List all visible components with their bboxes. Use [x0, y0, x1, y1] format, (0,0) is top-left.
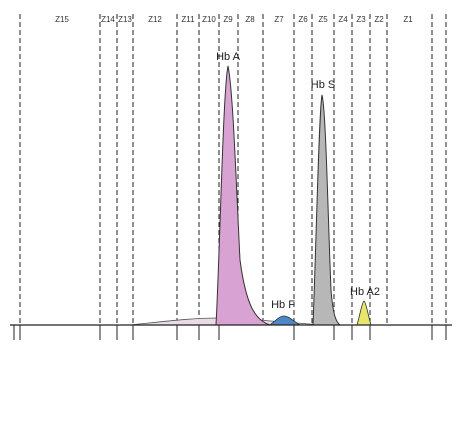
peak-label: Hb F [271, 299, 295, 311]
zone-label: Z14 [101, 15, 115, 24]
zone-label: Z12 [148, 15, 162, 24]
zone-labels: Z15 Z14 Z13 Z12 Z11 Z10 Z9 Z8 Z7 Z6 Z5 Z… [55, 15, 413, 24]
zone-label: Z10 [202, 15, 216, 24]
peak-label: Hb A2 [350, 286, 380, 298]
zone-label: Z2 [374, 15, 384, 24]
zone-label: Z6 [298, 15, 308, 24]
zone-label: Z4 [338, 15, 348, 24]
lower-ticks [13, 325, 447, 340]
peak-hb-f [268, 315, 302, 326]
zone-label: Z1 [403, 15, 413, 24]
peak-labels: Hb A Hb S Hb F Hb A2 [216, 51, 380, 311]
zone-label: Z7 [274, 15, 284, 24]
zone-label: Z5 [318, 15, 328, 24]
peak-label: Hb S [311, 79, 335, 91]
zone-label: Z13 [118, 15, 132, 24]
peak-hb-a2 [356, 300, 372, 326]
zone-label: Z11 [181, 15, 195, 24]
zone-dividers [19, 14, 447, 325]
peaks [129, 65, 372, 326]
peak-hb-a [215, 65, 271, 326]
zone-label: Z3 [356, 15, 366, 24]
peak-label: Hb A [216, 51, 241, 63]
zone-label: Z8 [245, 15, 255, 24]
zone-label: Z15 [55, 15, 69, 24]
zone-label: Z9 [223, 15, 233, 24]
peak-hb-s [312, 94, 342, 326]
